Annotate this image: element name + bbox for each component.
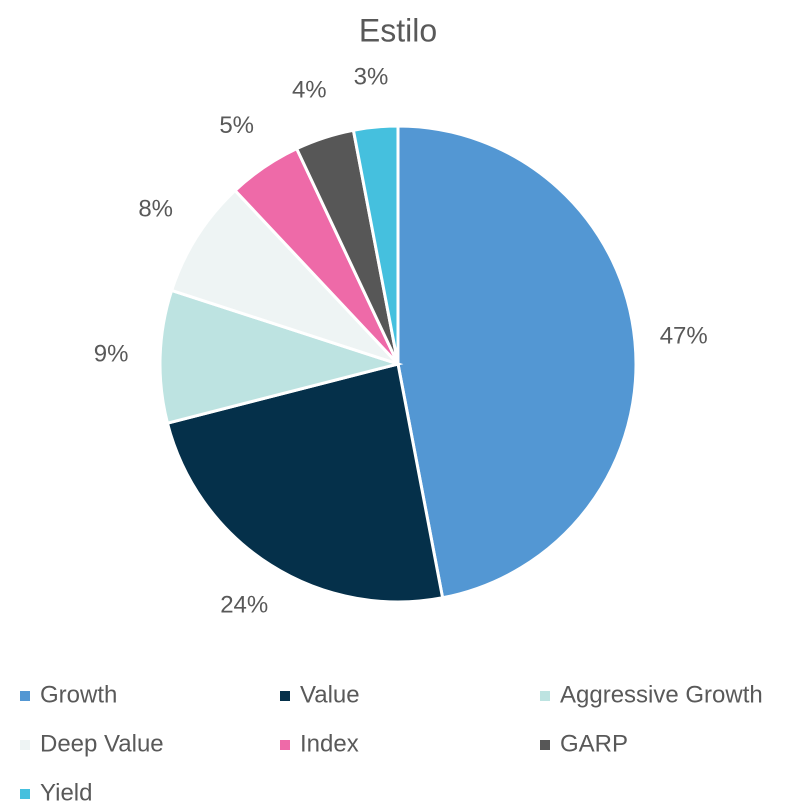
legend-swatch: [20, 789, 30, 799]
data-label: 24%: [220, 592, 268, 619]
pie-slice: [351, 124, 400, 365]
legend-swatch: [540, 691, 550, 701]
legend-label: Growth: [40, 681, 117, 708]
legend-swatch: [540, 740, 550, 750]
data-label: 3%: [354, 64, 389, 91]
chart-title: Estilo: [359, 12, 437, 48]
data-label: 9%: [94, 340, 129, 367]
pie-slice: [169, 188, 400, 366]
legend-label: Deep Value: [40, 730, 164, 757]
legend-swatch: [20, 740, 30, 750]
data-label: 4%: [292, 76, 327, 103]
data-label: 47%: [660, 322, 708, 349]
legend-swatch: [280, 740, 290, 750]
data-label: 5%: [219, 112, 254, 139]
pie-slice: [165, 362, 445, 604]
legend-label: Aggressive Growth: [560, 681, 763, 708]
data-label: 8%: [138, 196, 173, 223]
legend-label: GARP: [560, 730, 628, 757]
legend-swatch: [20, 691, 30, 701]
legend-swatch: [280, 691, 290, 701]
pie-slice: [396, 124, 638, 600]
legend-label: Yield: [40, 779, 92, 806]
legend-label: Value: [300, 681, 360, 708]
pie-slice: [158, 288, 404, 426]
legend-label: Index: [300, 730, 359, 757]
